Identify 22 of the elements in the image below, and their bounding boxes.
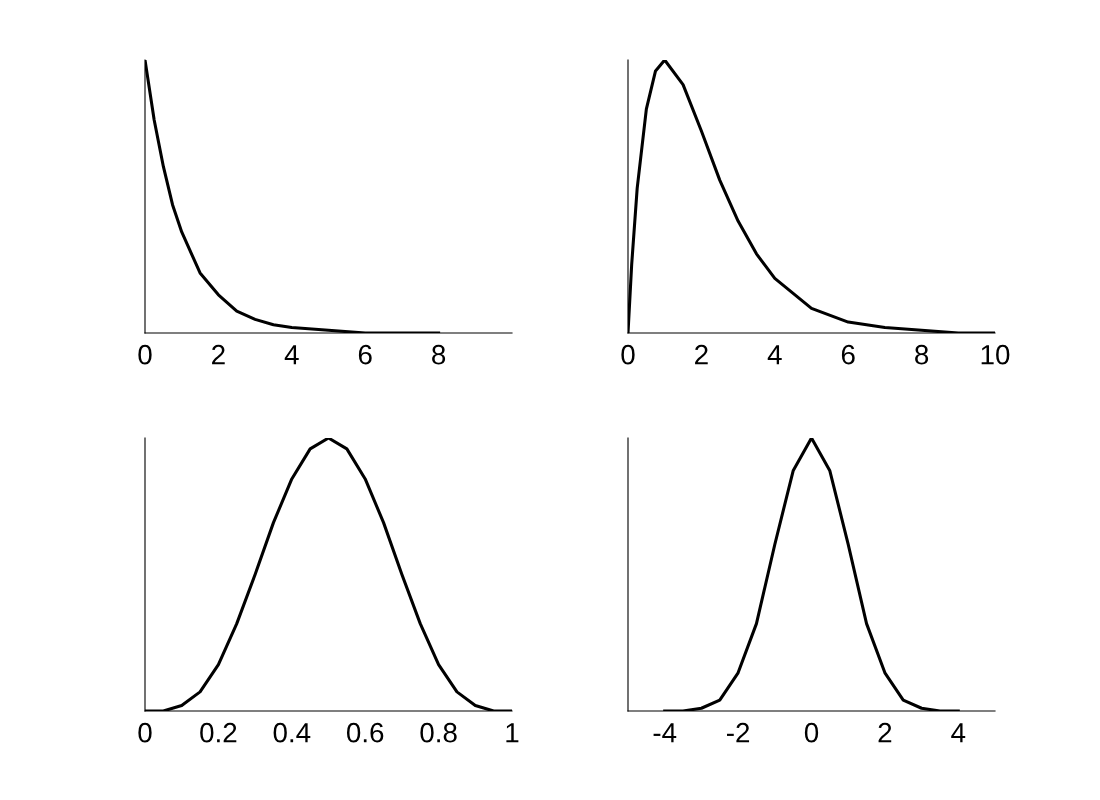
x-tick-label: 0 (621, 344, 635, 365)
x-tick-label: 10 (981, 344, 1010, 365)
x-tick-label: 4 (767, 345, 782, 365)
x-tick-label: -4 (653, 723, 677, 743)
x-tick-label: 1 (506, 723, 519, 743)
x-tick-label: 6 (841, 344, 855, 365)
x-tick-label: 0.4 (273, 722, 311, 743)
x-tick-label: 0.8 (420, 722, 457, 743)
x-tick-label: 8 (915, 344, 929, 365)
x-tick-label: 4 (284, 345, 299, 365)
x-tick-label: 2 (212, 344, 225, 365)
x-tick-label: 8 (432, 344, 446, 365)
x-tick-label: 0 (138, 722, 152, 743)
x-tick-label: 0.2 (200, 722, 237, 743)
x-tick-label: 0 (138, 344, 152, 365)
x-tick-label: 0.6 (346, 722, 384, 743)
x-tick-label: -2 (726, 722, 750, 743)
x-tick-label: 2 (878, 722, 892, 743)
x-tick-label: 4 (951, 723, 966, 743)
x-tick-label: 6 (358, 344, 372, 365)
x-tick-label: 0 (804, 722, 819, 743)
x-tick-label: 2 (695, 344, 708, 365)
